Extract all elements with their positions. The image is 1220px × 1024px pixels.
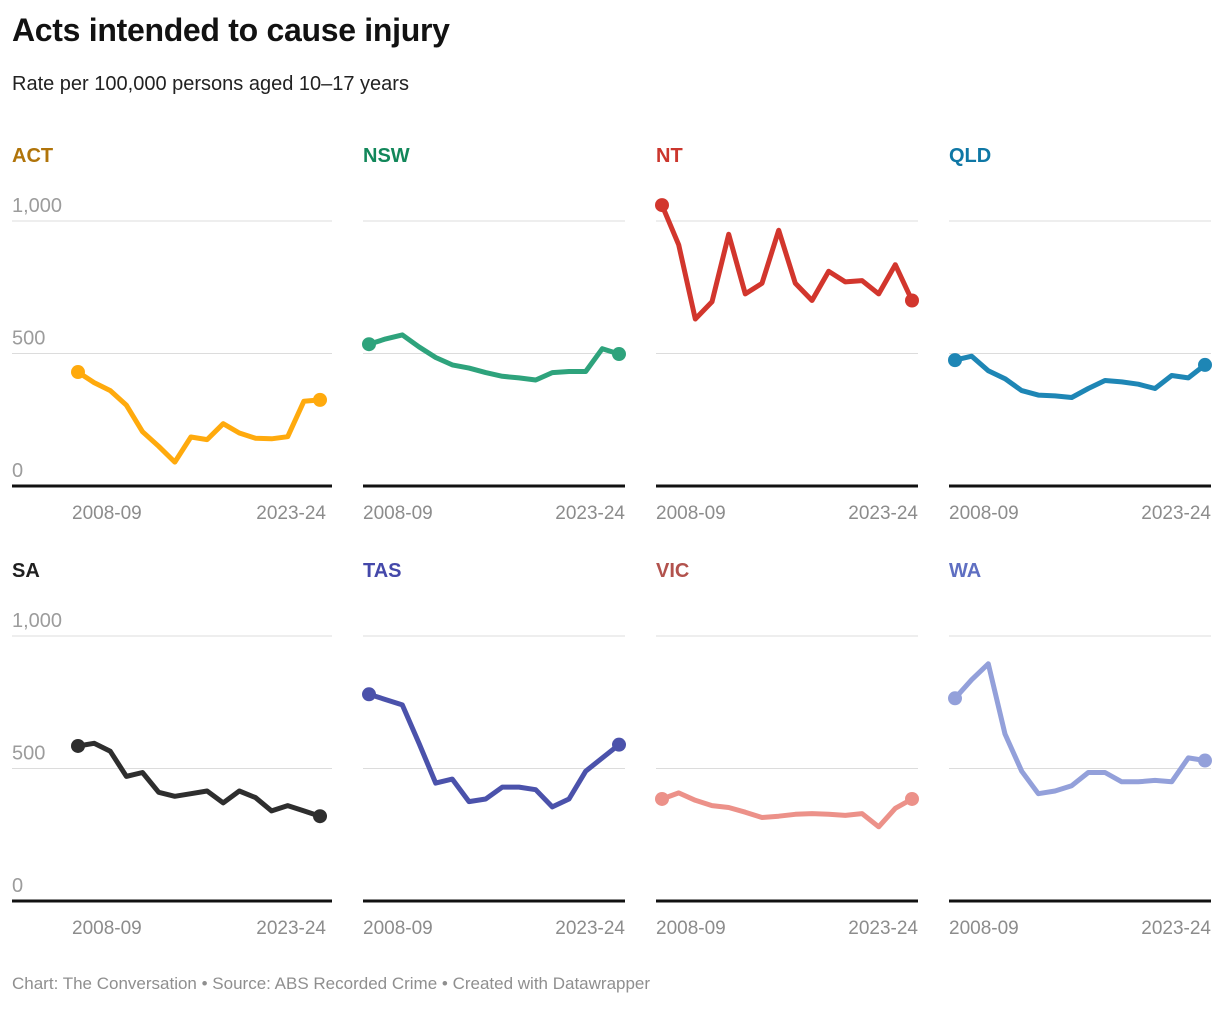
x-axis-tick-label-end: 2023-24 [256, 503, 326, 524]
x-axis-tick-label-end: 2023-24 [555, 503, 625, 524]
panel-label-nsw: NSW [363, 145, 410, 167]
start-point-qld [948, 353, 962, 368]
series-line-wa [952, 661, 1208, 797]
start-point-sa [71, 738, 85, 753]
line-chart-vic: 2008-09 2023-24 [655, 635, 919, 939]
panel-tas: TAS 2008-09 2023-24 [362, 559, 626, 944]
chart-footer: Chart: The Conversation • Source: ABS Re… [12, 974, 651, 993]
x-axis-tick-label-start: 2008-09 [949, 918, 1019, 939]
y-axis-tick-label: 1,000 [12, 610, 62, 632]
start-point-nsw [362, 337, 376, 352]
end-point-sa [313, 809, 327, 824]
x-axis-tick-label-end: 2023-24 [555, 918, 625, 939]
line-chart-act: 0 500 1,000 2008-09 2023-24 [12, 195, 332, 524]
line-chart-nt: 2008-09 2023-24 [655, 198, 919, 524]
x-axis-tick-label-end: 2023-24 [848, 918, 918, 939]
line-chart-sa: 0 500 1,000 2008-09 2023-24 [12, 610, 332, 939]
chart-subtitle: Rate per 100,000 persons aged 10–17 year… [12, 73, 409, 95]
x-axis-tick-label-start: 2008-09 [656, 503, 726, 524]
series-line-sa [75, 740, 323, 819]
x-axis-tick-label-start: 2008-09 [72, 918, 142, 939]
x-axis-tick-label-end: 2023-24 [848, 503, 918, 524]
chart-container: Acts intended to cause injury Rate per 1… [12, 12, 1212, 993]
y-axis-tick-label: 500 [12, 328, 45, 350]
panel-label-tas: TAS [363, 560, 402, 582]
line-chart-nsw: 2008-09 2023-24 [362, 220, 626, 524]
end-point-nt [905, 293, 919, 308]
panel-label-vic: VIC [656, 560, 690, 582]
series-line-nt [659, 202, 915, 322]
chart-title: Acts intended to cause injury [12, 12, 450, 48]
end-point-nsw [612, 347, 626, 362]
end-point-vic [905, 791, 919, 806]
x-axis-tick-label-end: 2023-24 [1141, 503, 1211, 524]
y-axis-tick-label: 1,000 [12, 195, 62, 217]
end-point-qld [1198, 357, 1212, 372]
end-point-wa [1198, 753, 1212, 768]
series-line-qld [952, 353, 1208, 400]
panel-qld: QLD 2008-09 2023-24 [948, 144, 1212, 529]
panel-label-sa: SA [12, 560, 40, 582]
x-axis-tick-label-end: 2023-24 [256, 918, 326, 939]
x-axis-tick-label-start: 2008-09 [72, 503, 142, 524]
x-axis-tick-label-end: 2023-24 [1141, 918, 1211, 939]
series-line-act [75, 369, 323, 465]
small-multiples-grid: ACT 0 500 1,000 2008-09 2023-24 NSW 2008-09 2023… [12, 144, 1212, 944]
start-point-wa [948, 691, 962, 706]
start-point-nt [655, 198, 669, 213]
line-chart-wa: 2008-09 2023-24 [948, 635, 1212, 939]
end-point-tas [612, 737, 626, 752]
panel-vic: VIC 2008-09 2023-24 [655, 559, 919, 944]
panel-sa: SA 0 500 1,000 2008-09 2023-24 [12, 559, 332, 944]
x-axis-tick-label-start: 2008-09 [949, 503, 1019, 524]
series-line-vic [659, 790, 915, 830]
panel-label-wa: WA [949, 560, 982, 582]
line-chart-qld: 2008-09 2023-24 [948, 220, 1212, 524]
y-axis-tick-label: 0 [12, 875, 23, 897]
y-axis-tick-label: 0 [12, 460, 23, 482]
panel-wa: WA 2008-09 2023-24 [948, 559, 1212, 944]
panel-nsw: NSW 2008-09 2023-24 [362, 144, 626, 529]
x-axis-tick-label-start: 2008-09 [656, 918, 726, 939]
series-line-nsw [366, 332, 622, 383]
panel-label-act: ACT [12, 145, 54, 167]
start-point-tas [362, 687, 376, 702]
x-axis-tick-label-start: 2008-09 [363, 503, 433, 524]
start-point-vic [655, 791, 669, 806]
x-axis-tick-label-start: 2008-09 [363, 918, 433, 939]
panel-label-nt: NT [656, 145, 683, 167]
start-point-act [71, 365, 85, 380]
series-line-tas [366, 691, 622, 810]
panel-act: ACT 0 500 1,000 2008-09 2023-24 [12, 144, 332, 529]
line-chart-tas: 2008-09 2023-24 [362, 635, 626, 939]
end-point-act [313, 392, 327, 407]
panel-nt: NT 2008-09 2023-24 [655, 144, 919, 529]
y-axis-tick-label: 500 [12, 743, 45, 765]
panel-label-qld: QLD [949, 145, 992, 167]
